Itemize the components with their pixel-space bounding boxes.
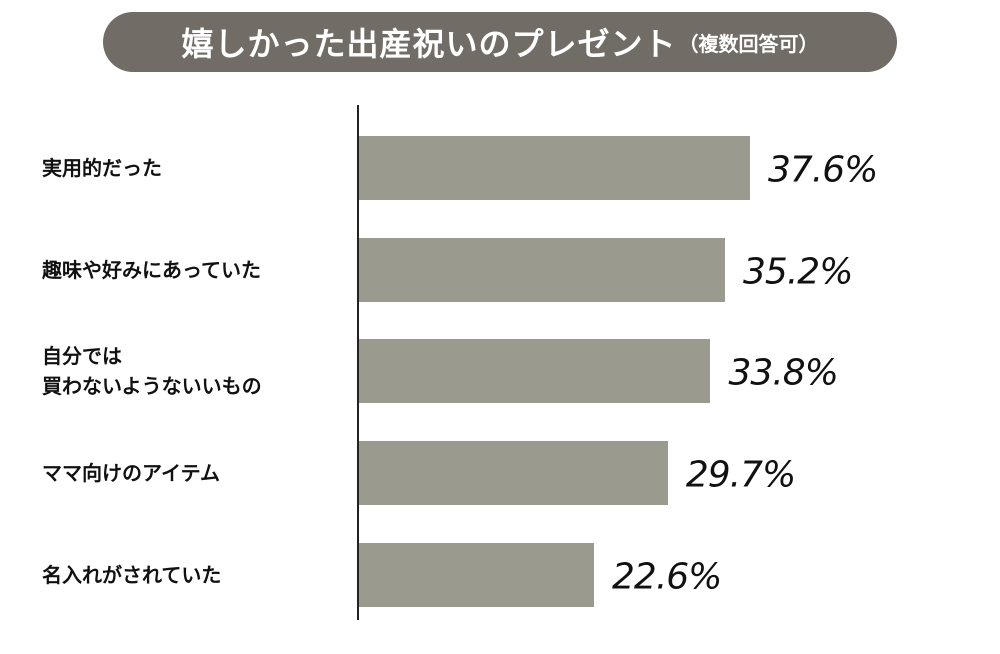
value-label: 35.2% <box>743 251 853 293</box>
value-label: 29.7% <box>685 454 796 496</box>
bar <box>359 441 668 506</box>
bar <box>359 237 726 302</box>
chart-subtitle: （複数回答可） <box>678 31 819 56</box>
category-label: 実用的だった <box>42 156 162 180</box>
bar <box>359 542 595 607</box>
value-label: 33.8% <box>728 352 838 394</box>
value-label: 37.6% <box>768 149 878 191</box>
category-axis <box>357 105 359 620</box>
category-label: 趣味や好みにあっていた <box>42 257 261 282</box>
value-label: 22.6% <box>612 556 722 598</box>
bar <box>359 136 750 200</box>
bar <box>359 339 711 404</box>
category-label: 自分では 買わないようないいもの <box>42 344 262 399</box>
title-banner: 嬉しかった出産祝いのプレゼント （複数回答可） <box>103 12 897 72</box>
category-label: ママ向けのアイテム <box>42 461 220 486</box>
chart-title: 嬉しかった出産祝いのプレゼント <box>181 25 677 63</box>
category-label: 名入れがされていた <box>42 562 222 587</box>
